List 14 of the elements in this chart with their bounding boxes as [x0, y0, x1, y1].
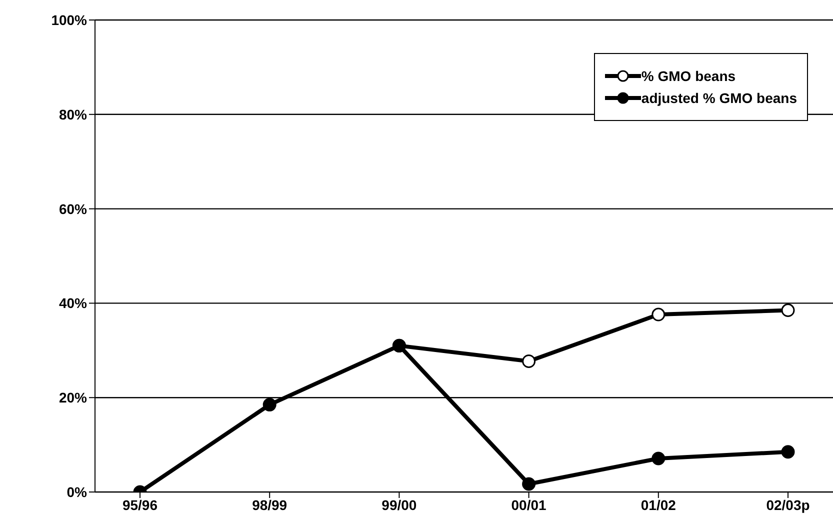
x-tick-label: 98/99: [252, 496, 288, 513]
legend-label: adjusted % GMO beans: [641, 90, 797, 106]
y-tick-label: 80%: [58, 106, 88, 122]
y-tick-label: 100%: [51, 12, 88, 28]
x-tick-label: 02/03p: [766, 496, 810, 513]
y-tick-label: 20%: [58, 390, 88, 406]
x-tick-label: 01/02: [640, 496, 676, 513]
y-tick-label: 60%: [58, 200, 88, 217]
y-tick-label: 40%: [58, 295, 88, 312]
x-tick-label: 00/01: [511, 496, 547, 513]
x-tick-label: 99/00: [382, 496, 417, 513]
legend-label: % GMO beans: [641, 68, 736, 84]
y-tick-label: 0%: [66, 484, 88, 500]
x-tick-label: 95/96: [122, 496, 158, 513]
